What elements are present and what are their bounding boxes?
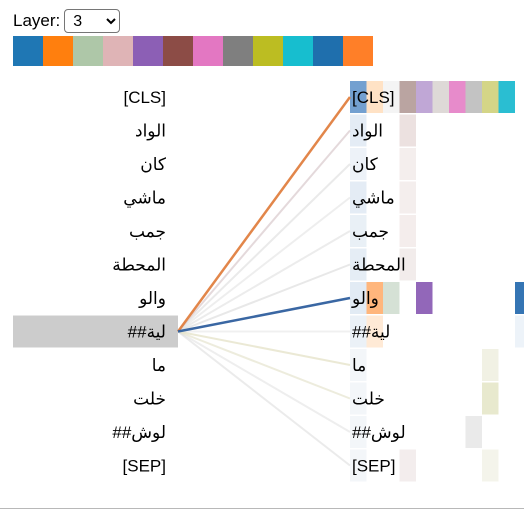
attention-line (177, 196, 351, 333)
attention-cell (350, 416, 367, 448)
attention-cell (482, 449, 499, 482)
right-token[interactable]: ##لوش (352, 423, 406, 442)
attention-line (177, 296, 351, 333)
right-token[interactable]: ##لية (352, 323, 390, 342)
attention-cell (350, 282, 367, 314)
head-swatch-0[interactable] (13, 36, 43, 66)
right-token[interactable]: [SEP] (352, 457, 395, 476)
left-token[interactable]: ##لية (128, 323, 166, 342)
attention-cell (350, 349, 367, 381)
right-token[interactable]: ماشي (352, 189, 395, 209)
layer-label: Layer: (13, 11, 61, 30)
left-token[interactable]: جمب (129, 222, 166, 241)
attention-cell (350, 81, 367, 113)
attention-line (177, 163, 351, 333)
attention-cell (383, 81, 400, 113)
attention-cell (366, 282, 383, 314)
head-swatch-1[interactable] (43, 36, 73, 66)
attention-line (177, 263, 351, 333)
attention-cell (416, 81, 433, 113)
right-token[interactable]: المحطة (352, 256, 406, 275)
head-swatch-2[interactable] (73, 36, 103, 66)
head-swatch-11[interactable] (343, 36, 373, 66)
attention-line (177, 330, 351, 467)
attention-cell (350, 181, 367, 214)
attention-heatmap (350, 81, 524, 482)
attention-cell (350, 315, 367, 348)
right-token[interactable]: [CLS] (352, 88, 395, 107)
attention-cell (399, 215, 416, 247)
attention-cell (399, 81, 416, 113)
layer-select[interactable]: 01234567891011 (64, 9, 121, 33)
attention-cell (498, 81, 515, 113)
right-token[interactable]: الواد (352, 122, 383, 141)
right-token-column: [CLS] الواد كان ماشي جمب المحطة والو ##لية ما خلت… (351, 88, 406, 476)
attention-line (177, 330, 351, 433)
attention-cell (432, 81, 449, 113)
right-token[interactable]: خلت (352, 390, 385, 409)
head-swatch-7[interactable] (223, 36, 253, 66)
right-token[interactable]: والو (351, 289, 379, 308)
left-token[interactable]: خلت (133, 390, 166, 409)
head-swatch-5[interactable] (163, 36, 193, 66)
layer-control: Layer: 01234567891011 (13, 9, 121, 33)
attention-cell (350, 148, 367, 180)
left-token[interactable]: ماشي (123, 189, 166, 209)
attention-head-swatches (13, 36, 373, 66)
head-swatch-9[interactable] (283, 36, 313, 66)
attention-cell (399, 181, 416, 214)
bottom-divider (0, 508, 524, 509)
attention-line (177, 230, 351, 333)
left-token-column: [CLS] الواد كان ماشي جمب المحطة والو ##لية ما خلت… (112, 88, 167, 476)
attention-cell (399, 248, 416, 281)
left-token[interactable]: الواد (135, 122, 166, 141)
left-token[interactable]: المحطة (112, 256, 166, 275)
right-token[interactable]: كان (352, 155, 379, 174)
attention-lines (176, 96, 352, 467)
attention-cell (399, 148, 416, 180)
head-swatch-4[interactable] (133, 36, 163, 66)
attention-cell (350, 382, 367, 415)
left-token[interactable]: كان (140, 155, 167, 174)
selection-highlight (13, 315, 178, 348)
right-token[interactable]: ما (352, 356, 366, 375)
attention-cell (449, 81, 466, 113)
left-token[interactable]: [SEP] (123, 457, 166, 476)
left-token[interactable]: ما (152, 356, 166, 375)
attention-cell (399, 114, 416, 147)
attention-cell (482, 382, 499, 415)
attention-line (176, 96, 352, 333)
left-token[interactable]: والو (138, 289, 166, 308)
attention-cell (350, 248, 367, 281)
head-swatch-6[interactable] (193, 36, 223, 66)
attention-cell (465, 416, 482, 448)
attention-cell (416, 282, 433, 314)
attention-cell (366, 81, 383, 113)
attention-line (177, 129, 351, 333)
head-swatch-10[interactable] (313, 36, 343, 66)
right-token[interactable]: جمب (352, 222, 389, 241)
attention-cell (465, 81, 482, 113)
selected-token-highlight (13, 315, 178, 348)
attention-cell (515, 282, 524, 314)
attention-cell (482, 349, 499, 381)
attention-cell (366, 315, 383, 348)
attention-cell (482, 81, 499, 113)
attention-cell (515, 315, 524, 348)
attention-line (177, 330, 351, 400)
head-swatch-3[interactable] (103, 36, 133, 66)
head-swatch-8[interactable] (253, 36, 283, 66)
attention-cell (350, 215, 367, 247)
attention-cell (383, 282, 400, 314)
attention-line (177, 330, 351, 366)
left-token[interactable]: [CLS] (123, 88, 166, 107)
attention-cell (350, 449, 367, 482)
attention-cell (399, 449, 416, 482)
attention-cell (350, 114, 367, 147)
left-token[interactable]: ##لوش (112, 423, 166, 442)
